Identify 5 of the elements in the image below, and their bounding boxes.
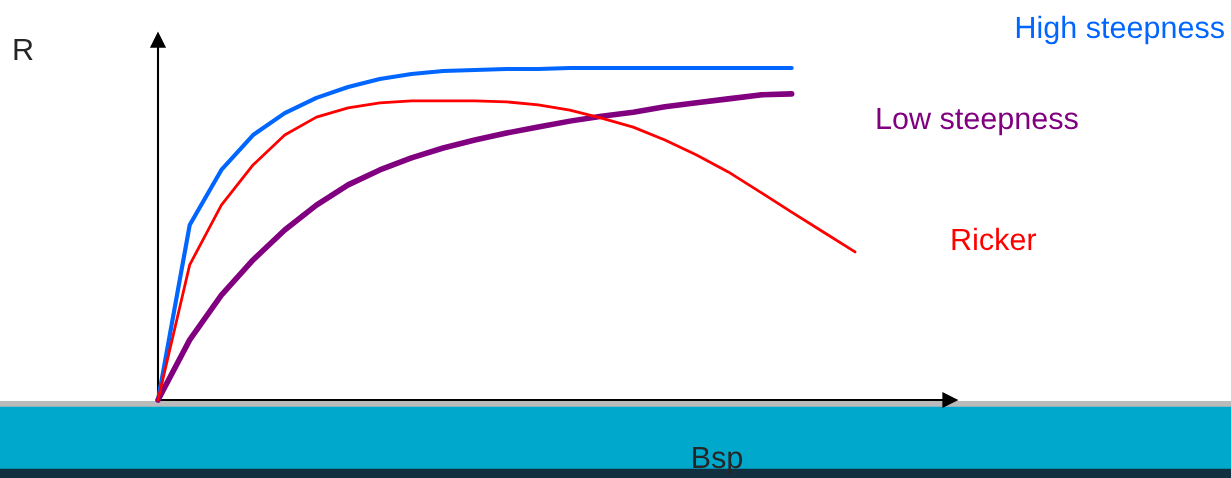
y-axis-title: R	[14, 38, 33, 60]
text: Low steepness	[877, 107, 1078, 136]
x-axis-title: Bsp	[693, 446, 743, 475]
text: Ricker	[952, 227, 1037, 251]
text: High steepness	[1016, 15, 1224, 45]
